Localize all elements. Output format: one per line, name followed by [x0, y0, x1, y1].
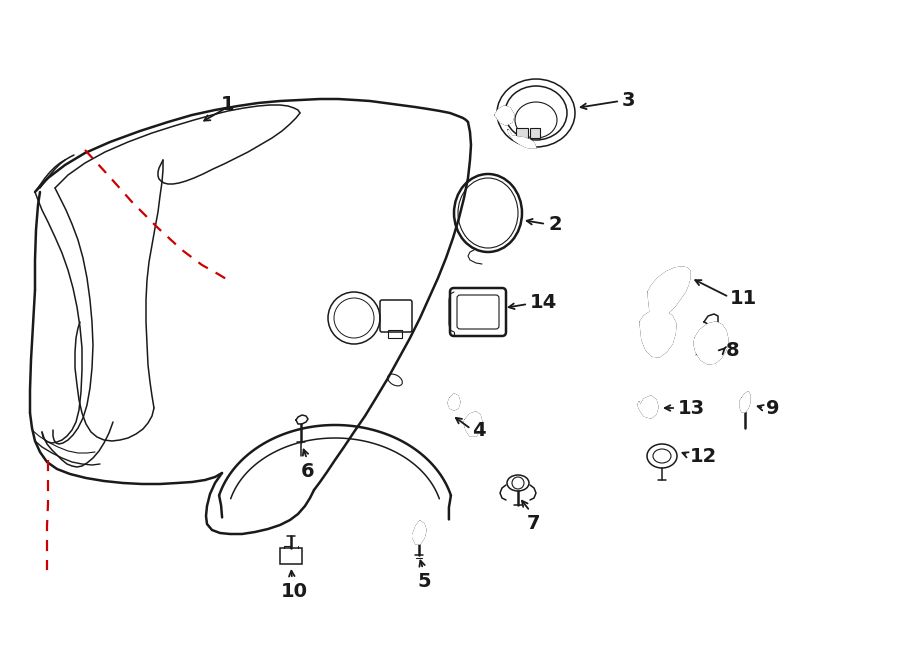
- Polygon shape: [694, 322, 728, 364]
- Text: 13: 13: [678, 399, 705, 418]
- Bar: [388, 330, 402, 338]
- Polygon shape: [508, 130, 536, 148]
- Polygon shape: [640, 310, 676, 357]
- Bar: [516, 128, 528, 138]
- Text: 6: 6: [302, 462, 315, 481]
- Text: 14: 14: [530, 293, 557, 311]
- Text: 7: 7: [526, 514, 540, 533]
- Text: 4: 4: [472, 420, 486, 440]
- Text: 11: 11: [730, 288, 757, 307]
- Bar: [280, 548, 302, 564]
- Polygon shape: [448, 394, 460, 410]
- Polygon shape: [495, 106, 514, 125]
- Polygon shape: [464, 412, 482, 436]
- Polygon shape: [638, 396, 658, 418]
- Text: 9: 9: [766, 399, 779, 418]
- Polygon shape: [413, 521, 426, 544]
- Text: 12: 12: [690, 446, 717, 465]
- Text: 2: 2: [548, 215, 562, 233]
- Polygon shape: [740, 392, 750, 412]
- Text: 1: 1: [221, 95, 235, 114]
- Bar: [530, 128, 540, 138]
- Polygon shape: [648, 267, 690, 320]
- Text: 8: 8: [726, 340, 740, 360]
- Text: 3: 3: [622, 91, 635, 110]
- Text: 10: 10: [281, 582, 308, 601]
- Text: 5: 5: [418, 572, 431, 591]
